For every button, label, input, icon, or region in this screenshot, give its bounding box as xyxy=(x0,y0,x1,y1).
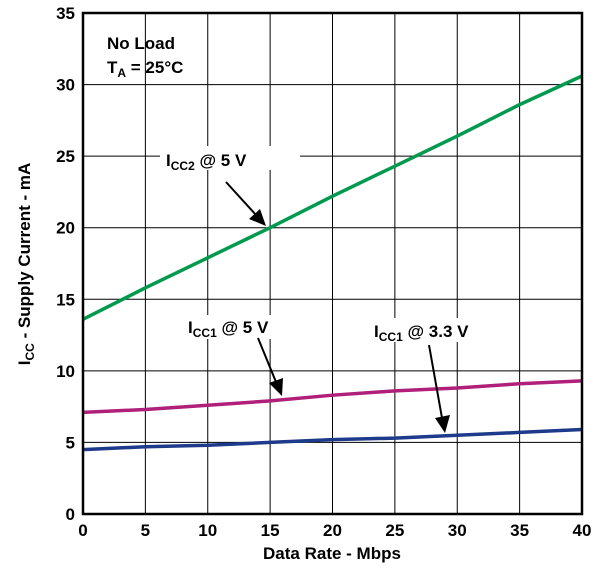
x-tick-label: 25 xyxy=(385,521,404,540)
series-label-icc1-5v: ICC1 @ 5 V xyxy=(188,318,269,340)
y-tick-labels: 0 5 10 15 20 25 30 35 xyxy=(56,4,75,524)
x-tick-label: 15 xyxy=(261,521,280,540)
y-tick-label: 30 xyxy=(56,76,75,95)
condition-temperature: TA = 25°C xyxy=(107,58,183,80)
arrow-head-icc1-3v3 xyxy=(435,415,450,433)
condition-no-load: No Load xyxy=(107,34,175,53)
y-tick-label: 20 xyxy=(56,219,75,238)
series-line-0 xyxy=(82,74,583,321)
series-lines xyxy=(82,74,583,452)
series-label-icc1-3v3: ICC1 @ 3.3 V xyxy=(374,322,469,344)
series-annotations: ICC2 @ 5 V ICC1 @ 5 V ICC1 @ 3.3 V xyxy=(160,146,506,433)
plot-frame xyxy=(81,11,584,516)
x-tick-label: 10 xyxy=(198,521,217,540)
series-line-2 xyxy=(82,427,583,452)
y-tick-label: 5 xyxy=(66,433,75,452)
x-tick-label: 35 xyxy=(510,521,529,540)
arrow-head-icc1-5v xyxy=(269,378,283,396)
arrow-line-icc1-5v xyxy=(257,337,277,383)
arrow-head-icc2 xyxy=(249,209,266,226)
arrow-line-icc1-3v3 xyxy=(428,344,443,419)
x-axis-label: Data Rate - Mbps xyxy=(263,544,401,563)
x-tick-label: 40 xyxy=(573,521,592,540)
label-bg-icc1-5v xyxy=(184,315,318,339)
y-tick-label: 0 xyxy=(66,505,75,524)
x-tick-label: 30 xyxy=(448,521,467,540)
series-label-icc2-5v: ICC2 @ 5 V xyxy=(166,151,247,173)
x-tick-label: 5 xyxy=(141,521,150,540)
label-bg-icc1-33v xyxy=(370,318,506,342)
label-bg-icc2 xyxy=(160,146,300,170)
x-tick-labels: 0 5 10 15 20 25 30 35 40 xyxy=(78,521,591,540)
x-tick-label: 0 xyxy=(78,521,87,540)
series-line-1 xyxy=(82,379,583,415)
y-tick-label: 15 xyxy=(56,290,75,309)
y-tick-label: 25 xyxy=(56,147,75,166)
x-tick-label: 20 xyxy=(323,521,342,540)
arrow-line-icc2 xyxy=(225,181,257,216)
y-tick-label: 10 xyxy=(56,362,75,381)
y-axis-label: ICC - Supply Current - mA xyxy=(15,163,37,365)
y-tick-label: 35 xyxy=(56,4,75,23)
